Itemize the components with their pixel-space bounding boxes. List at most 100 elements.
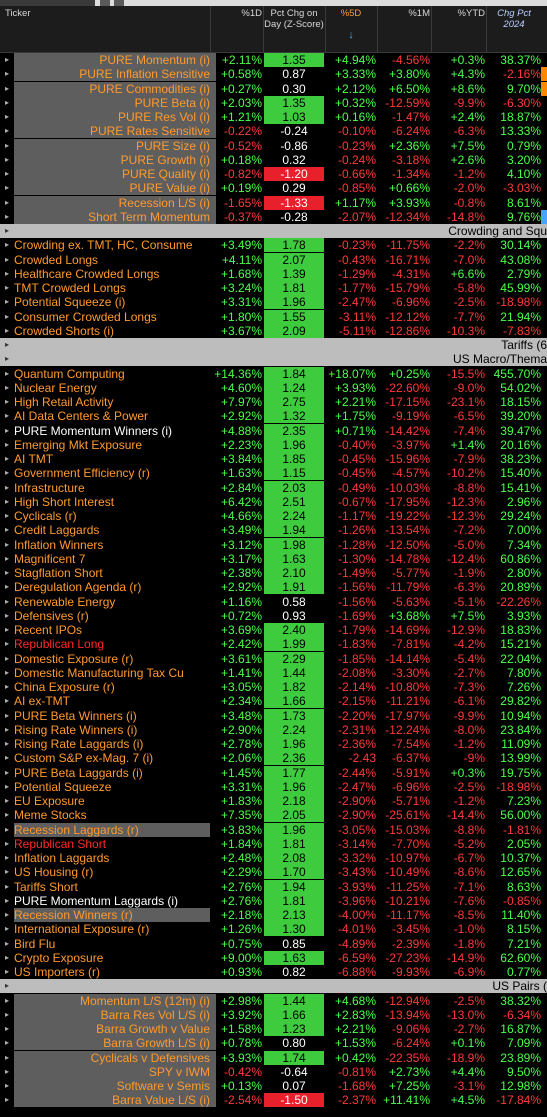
ticker-name[interactable]: Defensives (r) xyxy=(14,608,89,623)
table-row[interactable]: ▸ Crowded Longs +4.11% 2.07 -0.43% -16.71% -7.… xyxy=(0,252,547,267)
expand-toggle-icon[interactable]: ▸ xyxy=(4,311,9,321)
expand-toggle-icon[interactable]: ▸ xyxy=(4,952,9,962)
expand-toggle-icon[interactable]: ▸ xyxy=(4,140,9,150)
expand-toggle-icon[interactable]: ▸ xyxy=(4,454,9,463)
expand-toggle-icon[interactable]: ▸ xyxy=(4,796,9,805)
table-row[interactable]: ▸ Cyclicals v Defensives +3.93% 1.74 +0.42% -… xyxy=(0,1050,547,1065)
table-row[interactable]: ▸ PURE Momentum Laggards (i) +2.76% 1.81 -3.… xyxy=(0,893,547,908)
expand-toggle-icon[interactable]: ▸ xyxy=(4,240,9,250)
expand-toggle-icon[interactable]: ▸ xyxy=(4,97,9,107)
table-row[interactable]: ▸ Domestic Manufacturing Tax Cu +1.41% 1.44… xyxy=(0,665,547,680)
group-header-row[interactable]: ▸ US Macro/Thema xyxy=(0,352,547,367)
table-row[interactable]: ▸ Emerging Mkt Exposure +2.23% 1.96 -0.40% -3… xyxy=(0,437,547,452)
expand-toggle-icon[interactable]: ▸ xyxy=(4,967,9,976)
expand-toggle-icon[interactable]: ▸ xyxy=(4,582,9,592)
ticker-name[interactable]: Infrastructure xyxy=(14,480,85,495)
table-row[interactable]: ▸ PURE Quality (i) -0.82% -1.20 -0.66% -1.34%… xyxy=(0,167,547,181)
ticker-name[interactable]: Tariffs Short xyxy=(14,879,78,894)
table-row[interactable]: ▸ Cyclicals (r) +4.66% 2.24 -1.17% -19.22% -12… xyxy=(0,509,547,523)
ticker-name[interactable]: PURE Quality (i) xyxy=(14,167,216,181)
ticker-name[interactable]: Potential Squeeze xyxy=(14,779,112,794)
expand-toggle-icon[interactable]: ▸ xyxy=(4,268,9,278)
table-row[interactable]: ▸ Rising Rate Laggards (i) +2.78% 1.96 -2.36… xyxy=(0,737,547,751)
expand-toggle-icon[interactable]: ▸ xyxy=(4,482,9,492)
expand-toggle-icon[interactable]: ▸ xyxy=(4,69,9,79)
expand-toggle-icon[interactable]: ▸ xyxy=(4,881,9,891)
table-row[interactable]: ▸ Infrastructure +2.84% 2.03 -0.49% -10.03% -8… xyxy=(0,480,547,495)
table-row[interactable]: ▸ Consumer Crowded Longs +1.80% 1.55 -3.11% -… xyxy=(0,309,547,324)
ticker-name[interactable]: Rising Rate Laggards (i) xyxy=(14,737,144,751)
table-row[interactable]: ▸ PURE Growth (i) +0.18% 0.32 -0.24% -3.18% +2… xyxy=(0,152,547,167)
ticker-name[interactable]: AI TMT xyxy=(14,452,54,466)
table-row[interactable]: ▸ AI Data Centers & Power +2.92% 1.32 +1.75%… xyxy=(0,409,547,424)
ticker-name[interactable]: Republican Long xyxy=(14,637,105,652)
table-row[interactable]: ▸ Barra Growth v Value +1.58% 1.23 +2.21% -9.… xyxy=(0,1022,547,1036)
ticker-name[interactable]: China Exposure (r) xyxy=(14,680,115,694)
table-row[interactable]: ▸ Credit Laggards +3.49% 1.94 -1.26% -13.54% -… xyxy=(0,523,547,538)
ticker-name[interactable]: Cyclicals (r) xyxy=(14,509,77,523)
expand-toggle-icon[interactable]: ▸ xyxy=(4,340,9,349)
expand-toggle-icon[interactable]: ▸ xyxy=(4,525,9,535)
table-row[interactable]: ▸ PURE Res Vol (i) +1.21% 1.03 +0.16% -1.47% +… xyxy=(0,110,547,124)
expand-toggle-icon[interactable]: ▸ xyxy=(4,924,9,934)
group-header-row[interactable]: ▸ US Pairs ( xyxy=(0,979,547,994)
table-row[interactable]: ▸ Short Term Momentum -0.37% -0.28 -2.07% -12… xyxy=(0,209,547,224)
ticker-name[interactable]: PURE Value (i) xyxy=(14,181,216,196)
ticker-name[interactable]: TMT Crowded Longs xyxy=(14,281,126,295)
expand-toggle-icon[interactable]: ▸ xyxy=(4,739,9,748)
ticker-name[interactable]: Recent IPOs xyxy=(14,623,83,637)
table-row[interactable]: ▸ High Short Interest +6.42% 2.51 -0.67% -17.… xyxy=(0,494,547,509)
expand-toggle-icon[interactable]: ▸ xyxy=(4,83,9,93)
expand-toggle-icon[interactable]: ▸ xyxy=(4,895,9,905)
ticker-name[interactable]: Cyclicals v Defensives xyxy=(14,1050,216,1065)
expand-toggle-icon[interactable]: ▸ xyxy=(4,1038,9,1048)
table-row[interactable]: ▸ Crowded Shorts (i) +3.67% 2.09 -5.11% -12.8… xyxy=(0,323,547,338)
expand-toggle-icon[interactable]: ▸ xyxy=(4,539,9,549)
ticker-name[interactable]: Emerging Mkt Exposure xyxy=(14,437,143,452)
expand-toggle-icon[interactable]: ▸ xyxy=(4,1095,9,1105)
expand-toggle-icon[interactable]: ▸ xyxy=(4,169,9,178)
table-row[interactable]: ▸ US Housing (r) +2.29% 1.70 -3.43% -10.49% -8… xyxy=(0,865,547,880)
table-row[interactable]: ▸ Magnificent 7 +3.17% 1.63 -1.30% -14.78% -12… xyxy=(0,551,547,566)
expand-toggle-icon[interactable]: ▸ xyxy=(4,411,9,421)
table-row[interactable]: ▸ Rising Rate Winners (i) +2.90% 2.24 -2.31%… xyxy=(0,722,547,737)
ticker-name[interactable]: Custom S&P ex-Mag. 7 (i) xyxy=(14,751,154,766)
col-header-ytd[interactable]: %YTD xyxy=(457,8,485,19)
ticker-name[interactable]: EU Exposure xyxy=(14,794,85,808)
ticker-name[interactable]: International Exposure (r) xyxy=(14,922,150,937)
ticker-name[interactable]: AI Data Centers & Power xyxy=(14,409,149,424)
ticker-name[interactable]: Potential Squeeze (i) xyxy=(14,295,126,310)
ticker-name[interactable]: PURE Commodities (i) xyxy=(14,81,216,96)
table-row[interactable]: ▸ Barra Value L/S (i) -2.54% -1.50 -2.37% +11… xyxy=(0,1093,547,1108)
table-row[interactable]: ▸ China Exposure (r) +3.05% 1.82 -2.14% -10.8… xyxy=(0,680,547,694)
expand-toggle-icon[interactable]: ▸ xyxy=(4,112,9,121)
ticker-name[interactable]: US Importers (r) xyxy=(14,965,101,979)
col-header-chg-2024[interactable]: Chg Pct 2024 xyxy=(497,8,531,30)
expand-toggle-icon[interactable]: ▸ xyxy=(4,682,9,691)
ticker-name[interactable]: Rising Rate Winners (i) xyxy=(14,722,138,737)
expand-toggle-icon[interactable]: ▸ xyxy=(4,667,9,677)
ticker-name[interactable]: Inflation Laggards xyxy=(14,851,110,865)
expand-toggle-icon[interactable]: ▸ xyxy=(4,183,9,193)
ticker-name[interactable]: PURE Res Vol (i) xyxy=(14,110,216,124)
ticker-name[interactable]: PURE Inflation Sensitive xyxy=(14,67,216,82)
ticker-name[interactable]: Crowded Longs xyxy=(14,252,99,267)
ticker-name[interactable]: PURE Growth (i) xyxy=(14,152,216,167)
ticker-name[interactable]: Stagflation Short xyxy=(14,566,103,580)
expand-toggle-icon[interactable]: ▸ xyxy=(4,468,9,478)
table-row[interactable]: ▸ TMT Crowded Longs +3.24% 1.81 -1.77% -15.79… xyxy=(0,281,547,295)
expand-toggle-icon[interactable]: ▸ xyxy=(4,197,9,207)
table-row[interactable]: ▸ Tariffs Short +2.76% 1.94 -3.93% -11.25% -7.… xyxy=(0,879,547,894)
ticker-name[interactable]: Renewable Energy xyxy=(14,594,116,609)
table-row[interactable]: ▸ Quantum Computing +14.36% 1.84 +18.07% +0.2… xyxy=(0,366,547,381)
table-row[interactable]: ▸ Crypto Exposure +9.00% 1.63 -6.59% -27.23% -… xyxy=(0,950,547,965)
ticker-name[interactable]: Crowding ex. TMT, HC, Consume xyxy=(14,238,193,253)
table-row[interactable]: ▸ Momentum L/S (12m) (i) +2.98% 1.44 +4.68% -… xyxy=(0,993,547,1008)
table-row[interactable]: ▸ Potential Squeeze (i) +3.31% 1.96 -2.47% -6… xyxy=(0,295,547,310)
expand-toggle-icon[interactable]: ▸ xyxy=(4,1052,9,1062)
table-row[interactable]: ▸ PURE Momentum (i) +2.11% 1.35 +4.94% -4.56%… xyxy=(0,53,547,67)
expand-toggle-icon[interactable]: ▸ xyxy=(4,226,9,235)
table-row[interactable]: ▸ Inflation Laggards +2.48% 2.08 -3.32% -10.9… xyxy=(0,851,547,865)
table-row[interactable]: ▸ PURE Commodities (i) +0.27% 0.30 +2.12% +6.… xyxy=(0,81,547,96)
ticker-name[interactable]: PURE Beta (i) xyxy=(14,95,216,110)
